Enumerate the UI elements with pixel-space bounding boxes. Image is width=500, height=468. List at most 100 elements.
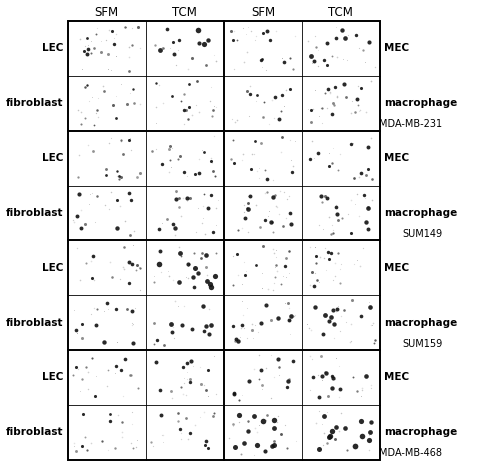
Point [241,215,249,222]
Point [84,386,92,393]
Point [238,280,246,287]
Point [198,302,206,310]
Point [166,157,173,164]
Point [318,421,326,428]
Point [348,109,356,117]
Point [158,44,166,51]
Point [163,215,171,223]
Point [261,166,269,173]
Point [252,137,260,144]
Point [364,225,372,233]
Point [330,435,338,442]
Point [272,261,280,269]
Point [99,83,107,90]
Point [117,136,125,144]
Point [254,421,262,429]
Point [248,320,256,328]
Point [230,27,238,35]
Text: TCM: TCM [172,6,197,19]
Point [366,436,374,444]
Point [312,259,320,267]
Point [156,225,164,233]
Point [331,259,339,267]
Point [128,371,136,379]
Point [128,319,136,327]
Point [250,412,258,419]
Point [330,84,338,91]
Point [318,104,326,111]
Point [252,201,260,209]
Point [128,24,136,32]
Point [272,263,280,271]
Point [184,368,192,376]
Point [337,409,345,417]
Point [323,194,331,202]
Point [325,256,333,263]
Point [246,90,254,98]
Point [308,373,316,380]
Point [364,165,372,172]
Point [312,276,320,284]
Point [78,375,86,382]
Point [340,307,348,314]
Point [124,101,132,108]
Point [89,147,97,154]
Point [115,176,123,183]
Point [107,189,115,196]
Point [281,262,289,270]
Point [228,155,235,163]
Point [182,359,190,366]
Point [212,222,220,229]
Point [87,257,95,264]
Point [232,336,240,343]
Point [357,84,365,91]
Point [336,385,344,393]
Point [125,43,133,51]
Point [104,366,112,374]
Point [367,77,375,84]
Point [102,382,110,389]
Point [236,333,244,340]
Point [120,244,128,251]
Point [312,419,320,426]
Point [276,364,283,371]
Point [233,117,241,124]
Text: macrophage: macrophage [384,208,457,218]
Point [234,337,242,344]
Point [328,428,336,435]
Point [159,99,167,107]
Point [82,446,90,453]
Point [270,417,278,424]
Point [314,112,322,119]
Point [75,190,83,197]
Point [183,197,191,205]
Point [104,300,112,307]
Point [342,93,349,101]
Point [318,119,326,127]
Point [104,65,112,73]
Point [152,79,160,87]
Point [330,229,338,236]
Point [258,55,266,62]
Point [282,383,290,390]
Point [348,140,356,148]
Text: SFM: SFM [251,6,275,19]
Point [172,188,180,196]
Point [156,387,164,394]
Point [118,393,126,400]
Point [362,194,370,201]
Point [88,190,96,197]
Point [74,329,82,336]
Point [188,111,196,118]
Point [324,248,332,256]
Point [262,301,270,308]
Point [90,122,98,129]
Point [333,94,341,101]
Point [268,219,276,226]
Point [364,143,372,151]
Text: LEC: LEC [42,373,64,382]
Point [226,434,234,442]
Point [251,424,259,432]
Point [280,421,288,429]
Point [242,87,250,95]
